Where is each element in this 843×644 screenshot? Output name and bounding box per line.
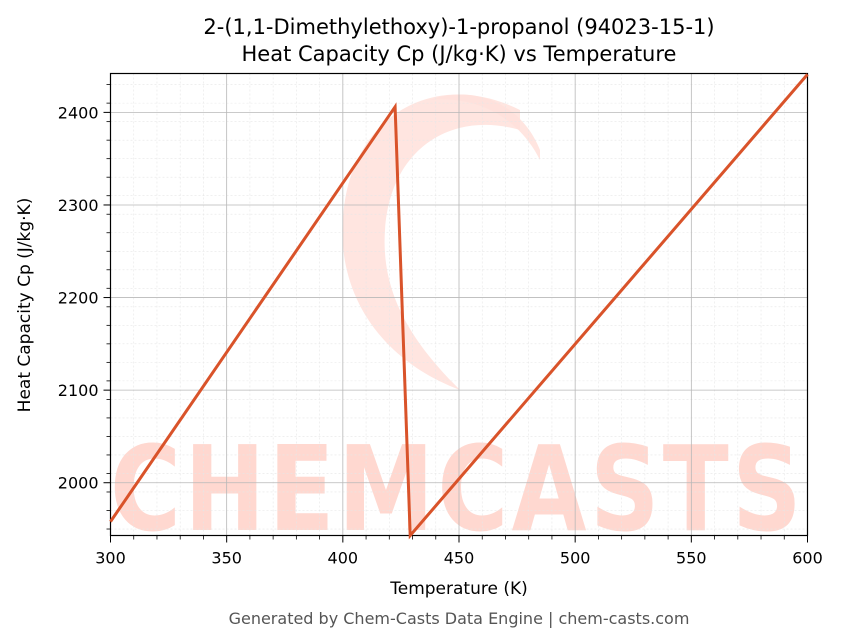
x-tick-label: 350 — [211, 549, 242, 568]
x-tick-label: 500 — [560, 549, 591, 568]
chart-title: 2-(1,1-Dimethylethoxy)-1-propanol (94023… — [203, 15, 714, 39]
x-tick-label: 600 — [792, 549, 823, 568]
series — [109, 73, 809, 540]
y-tick-label: 2000 — [58, 474, 99, 493]
y-tick-label: 2300 — [58, 196, 99, 215]
y-tick-label: 2400 — [58, 103, 99, 122]
watermark-swoosh-icon — [342, 94, 520, 390]
x-tick-label: 550 — [676, 549, 707, 568]
watermark-text: CHEMCASTS — [110, 420, 805, 558]
x-tick-label: 450 — [444, 549, 475, 568]
grid — [110, 73, 808, 536]
x-tick-label: 400 — [328, 549, 359, 568]
x-tick-label: 300 — [95, 549, 126, 568]
footer-text: Generated by Chem-Casts Data Engine | ch… — [229, 609, 690, 628]
x-axis-label: Temperature (K) — [389, 579, 528, 599]
ticks: 300 350 400 450 500 550 600 2000 2100 2200 2300 240… — [58, 84, 823, 568]
y-axis-label: Heat Capacity Cp (J/kg·K) — [15, 198, 35, 413]
y-tick-label: 2100 — [58, 381, 99, 400]
watermark-swoosh-inner-icon — [430, 94, 540, 160]
y-tick-label: 2200 — [58, 289, 99, 308]
watermark: CHEMCASTS — [110, 94, 805, 558]
chart-subtitle: Heat Capacity Cp (J/kg·K) vs Temperature — [242, 42, 677, 66]
series-line-0 — [109, 73, 809, 540]
